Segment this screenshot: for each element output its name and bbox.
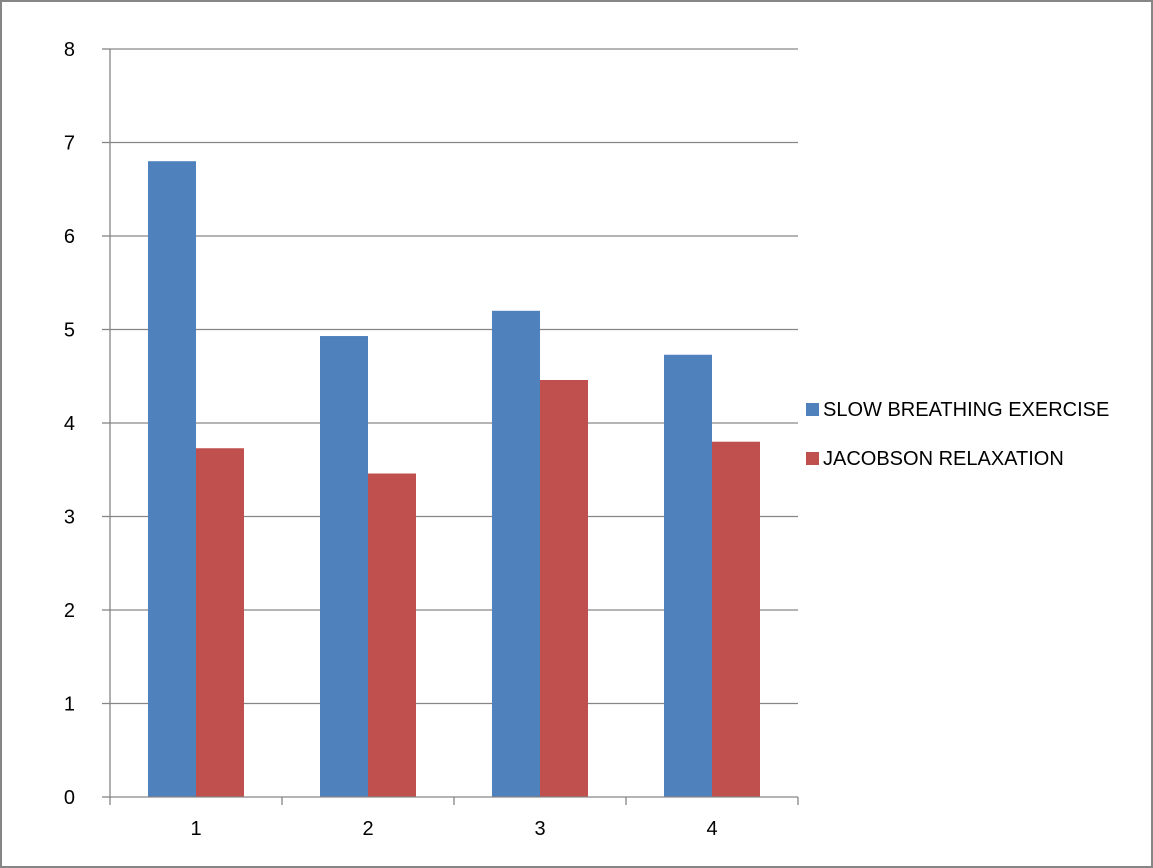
x-tick-labels: 1 2 3 4 bbox=[190, 818, 717, 840]
y-tick-label: 0 bbox=[64, 787, 75, 809]
y-tick-label: 8 bbox=[64, 39, 75, 61]
legend-label: SLOW BREATHING EXERCISE bbox=[823, 399, 1109, 421]
bars bbox=[148, 161, 760, 797]
x-tick-label: 1 bbox=[190, 818, 201, 840]
legend: SLOW BREATHING EXERCISE JACOBSON RELAXATI… bbox=[806, 399, 1109, 470]
legend-swatch bbox=[806, 452, 819, 465]
x-tick-label: 2 bbox=[362, 818, 373, 840]
bar-slow-breathing-1 bbox=[148, 161, 196, 797]
y-tick-labels: 0 1 2 3 4 5 6 7 8 bbox=[64, 39, 75, 809]
y-tick-label: 2 bbox=[64, 600, 75, 622]
bar-slow-breathing-2 bbox=[320, 336, 368, 797]
y-tick-label: 1 bbox=[64, 694, 75, 716]
y-tick-label: 5 bbox=[64, 320, 75, 342]
y-tick-label: 3 bbox=[64, 507, 75, 529]
bar-jacobson-2 bbox=[368, 473, 416, 797]
bar-jacobson-3 bbox=[540, 379, 588, 797]
bar-jacobson-4 bbox=[712, 441, 760, 797]
bar-jacobson-1 bbox=[196, 448, 244, 797]
y-tick-label: 6 bbox=[64, 226, 75, 248]
bar-slow-breathing-4 bbox=[664, 354, 712, 797]
legend-swatch bbox=[806, 403, 819, 416]
x-tick-label: 3 bbox=[534, 818, 545, 840]
y-tick-label: 4 bbox=[64, 413, 75, 435]
legend-label: JACOBSON RELAXATION bbox=[823, 448, 1064, 470]
bar-slow-breathing-3 bbox=[492, 310, 540, 797]
y-tick-label: 7 bbox=[64, 133, 75, 155]
axes bbox=[102, 48, 799, 805]
x-tick-label: 4 bbox=[706, 818, 717, 840]
